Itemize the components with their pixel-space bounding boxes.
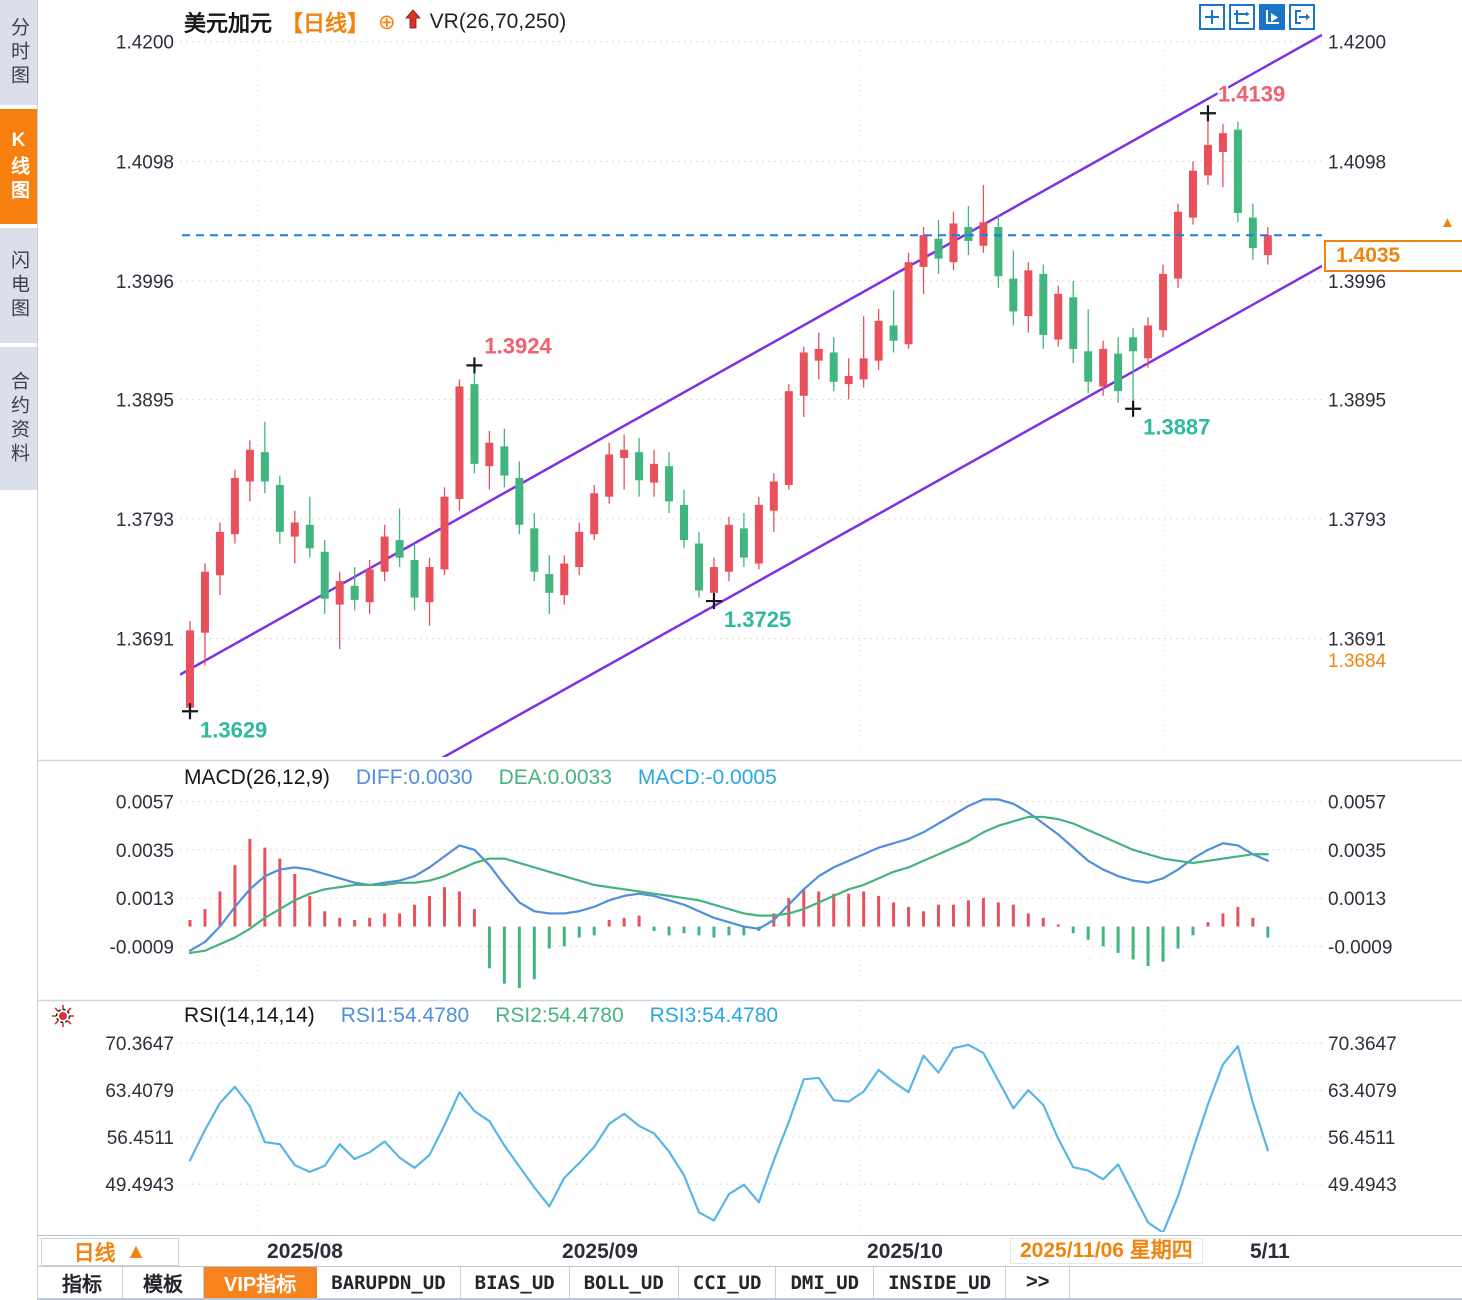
period-title: 【日线】 <box>281 11 370 36</box>
sidebar-tab-lightning[interactable]: 闪电图 <box>0 228 37 343</box>
rsi2-value: RSI2:54.4780 <box>495 1004 624 1027</box>
chevron-up-icon: ▲ <box>125 1240 147 1263</box>
overlay-indicator-label: VR(26,70,250) <box>429 10 567 33</box>
chart-toolbar <box>1199 4 1315 30</box>
tab-dmi-ud[interactable]: DMI_UD <box>776 1267 875 1298</box>
period-selector-label: 日线 <box>73 1242 116 1265</box>
tab-vip-indicators[interactable]: VIP指标 <box>204 1267 318 1298</box>
svg-text:1.3691: 1.3691 <box>1328 630 1386 651</box>
rsi-name-label: RSI(14,14,14) <box>184 1004 315 1027</box>
rsi1-value: RSI1:54.4780 <box>340 1004 470 1027</box>
svg-text:63.4079: 63.4079 <box>1328 1081 1397 1102</box>
macd-dea-value: DEA:0.0033 <box>498 766 612 789</box>
axis-label-november-partial: 5/11 <box>1250 1240 1290 1263</box>
macd-name-label: MACD(26,12,9) <box>184 766 330 789</box>
svg-text:1.3895: 1.3895 <box>116 390 174 411</box>
crosshair-move-icon[interactable] <box>1199 4 1225 30</box>
svg-text:1.3895: 1.3895 <box>1328 390 1386 411</box>
crosshair-date-badge: 2025/11/06 星期四 <box>1010 1238 1203 1264</box>
svg-text:70.3647: 70.3647 <box>1328 1034 1397 1055</box>
collapse-panel-icon[interactable] <box>1289 4 1315 30</box>
svg-text:0.0057: 0.0057 <box>116 793 174 814</box>
add-indicator-icon[interactable]: ⊕ <box>378 10 396 34</box>
svg-text:1.3793: 1.3793 <box>1328 510 1386 531</box>
macd-diff-value: DIFF:0.0030 <box>355 766 473 789</box>
axis-label-september: 2025/09 <box>562 1240 638 1263</box>
tab-boll-ud[interactable]: BOLL_UD <box>570 1267 679 1298</box>
axis-range-icon[interactable] <box>1229 4 1255 30</box>
svg-text:-0.0009: -0.0009 <box>1328 937 1392 958</box>
current-price-badge: 1.4035 <box>1324 240 1462 272</box>
sidebar: 分时图 K线图 闪电图 合约资料 <box>0 0 38 1300</box>
axis-label-october: 2025/10 <box>867 1240 943 1263</box>
svg-text:70.3647: 70.3647 <box>105 1034 174 1055</box>
sidebar-tab-kline[interactable]: K线图 <box>0 109 37 224</box>
macd-header: MACD(26,12,9) DIFF:0.0030 DEA:0.0033 MAC… <box>184 766 777 790</box>
svg-text:49.4943: 49.4943 <box>105 1175 174 1196</box>
svg-text:1.3691: 1.3691 <box>116 630 174 651</box>
tab-barupdn-ud[interactable]: BARUPDN_UD <box>317 1267 461 1298</box>
tab-indicators[interactable]: 指标 <box>42 1267 123 1298</box>
svg-text:63.4079: 63.4079 <box>105 1081 174 1102</box>
svg-text:1.4139: 1.4139 <box>1218 81 1285 106</box>
svg-text:0.0035: 0.0035 <box>1328 841 1386 862</box>
indicator-tab-bar: 指标 模板 VIP指标 BARUPDN_UD BIAS_UD BOLL_UD C… <box>38 1266 1462 1300</box>
period-selector[interactable]: 日线 ▲ <box>41 1238 179 1266</box>
rsi-header: RSI(14,14,14) RSI1:54.4780 RSI2:54.4780 … <box>184 1004 778 1028</box>
svg-text:1.4098: 1.4098 <box>1328 152 1386 173</box>
tab-inside-ud[interactable]: INSIDE_UD <box>874 1267 1007 1298</box>
svg-text:56.4511: 56.4511 <box>1328 1128 1395 1149</box>
rsi3-value: RSI3:54.4780 <box>649 1004 779 1027</box>
tab-cci-ud[interactable]: CCI_UD <box>679 1267 777 1298</box>
svg-text:1.4200: 1.4200 <box>1328 33 1386 54</box>
svg-text:-0.0009: -0.0009 <box>110 937 174 958</box>
tab-bias-ud[interactable]: BIAS_UD <box>461 1267 570 1298</box>
svg-text:1.3725: 1.3725 <box>724 607 791 632</box>
chart-header: 美元加元 【日线】 ⊕ VR(26,70,250) <box>184 6 566 38</box>
svg-text:0.0013: 0.0013 <box>116 889 174 910</box>
svg-text:0.0035: 0.0035 <box>116 841 174 862</box>
svg-text:1.3996: 1.3996 <box>116 272 174 293</box>
price-up-arrow-icon <box>404 9 421 35</box>
svg-text:1.3996: 1.3996 <box>1328 272 1386 293</box>
svg-text:0.0057: 0.0057 <box>1328 793 1386 814</box>
tab-more[interactable]: >> <box>1006 1267 1071 1298</box>
reference-price-label: 1.3684 <box>1328 651 1387 672</box>
svg-text:1.4098: 1.4098 <box>116 152 174 173</box>
svg-text:1.3793: 1.3793 <box>116 510 174 531</box>
svg-text:1.3887: 1.3887 <box>1143 415 1210 440</box>
sidebar-tab-contract-info[interactable]: 合约资料 <box>0 347 37 490</box>
axis-label-august: 2025/08 <box>267 1240 343 1263</box>
svg-text:1.3629: 1.3629 <box>200 717 267 742</box>
tab-templates[interactable]: 模板 <box>123 1267 204 1298</box>
time-axis-row: 日线 ▲ 2025/08 2025/09 2025/10 2025/11/06 … <box>38 1235 1462 1266</box>
svg-text:1.4200: 1.4200 <box>116 33 174 54</box>
price-alert-arrow-icon: ▲ <box>1440 214 1455 231</box>
sidebar-tab-timeshare[interactable]: 分时图 <box>0 0 37 105</box>
svg-text:1.3924: 1.3924 <box>484 333 552 358</box>
symbol-title: 美元加元 <box>184 11 273 36</box>
alert-dot-icon <box>50 1003 76 1029</box>
macd-macd-value: MACD:-0.0005 <box>637 766 777 789</box>
axis-auto-scale-icon[interactable] <box>1259 4 1285 30</box>
chart-content: 1.4200 1.4200 1.4098 1.4098 1.3996 1.3996 1.38… <box>38 0 1462 1300</box>
candlestick-chart-canvas[interactable]: 1.4200 1.4200 1.4098 1.4098 1.3996 1.3996 1.38… <box>38 0 1462 1235</box>
svg-text:56.4511: 56.4511 <box>107 1128 174 1149</box>
svg-text:49.4943: 49.4943 <box>1328 1175 1397 1196</box>
svg-text:0.0013: 0.0013 <box>1328 889 1386 910</box>
